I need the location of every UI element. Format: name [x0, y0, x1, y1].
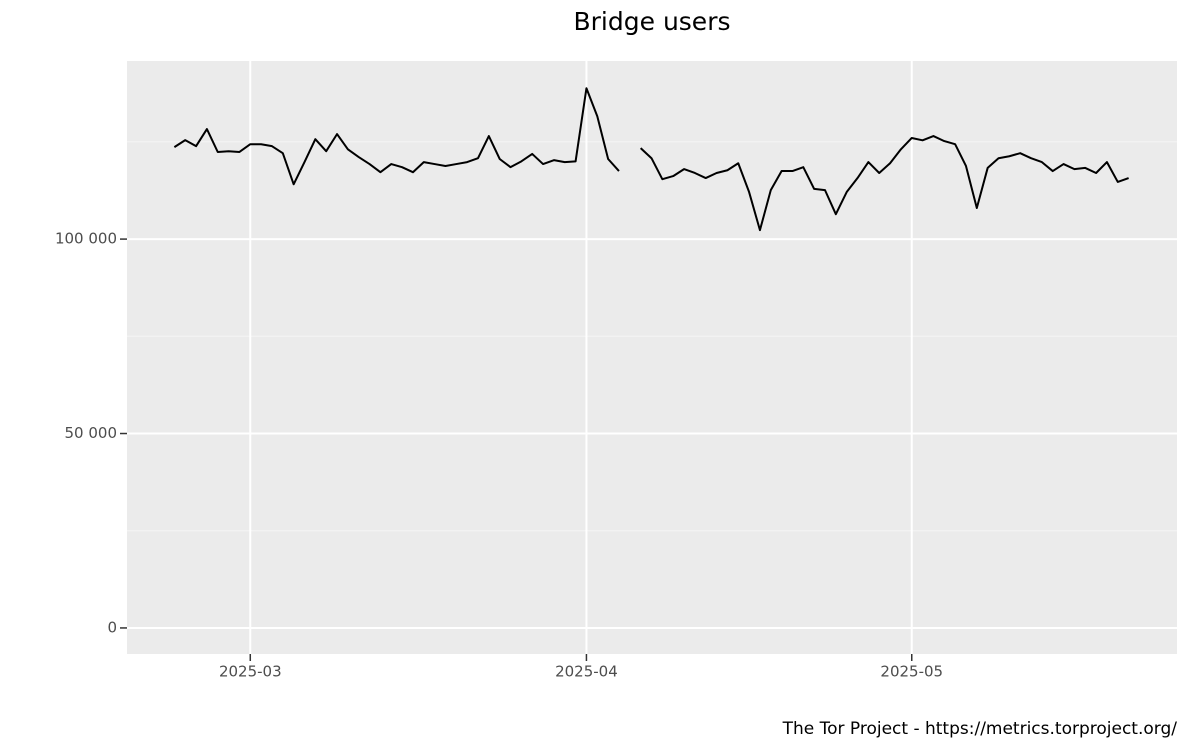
- y-tick-label: 50 000: [65, 424, 118, 442]
- x-tick-label: 2025-05: [880, 663, 943, 681]
- data-line: [173, 87, 1129, 232]
- y-tick-label: 0: [107, 618, 117, 636]
- chart-title: Bridge users: [574, 7, 731, 36]
- plot-panel: [127, 61, 1177, 654]
- x-tick-label: 2025-03: [219, 663, 282, 681]
- x-tick-label: 2025-04: [555, 663, 618, 681]
- chart-caption: The Tor Project - https://metrics.torpro…: [782, 719, 1178, 739]
- y-tick-label: 100 000: [55, 230, 117, 248]
